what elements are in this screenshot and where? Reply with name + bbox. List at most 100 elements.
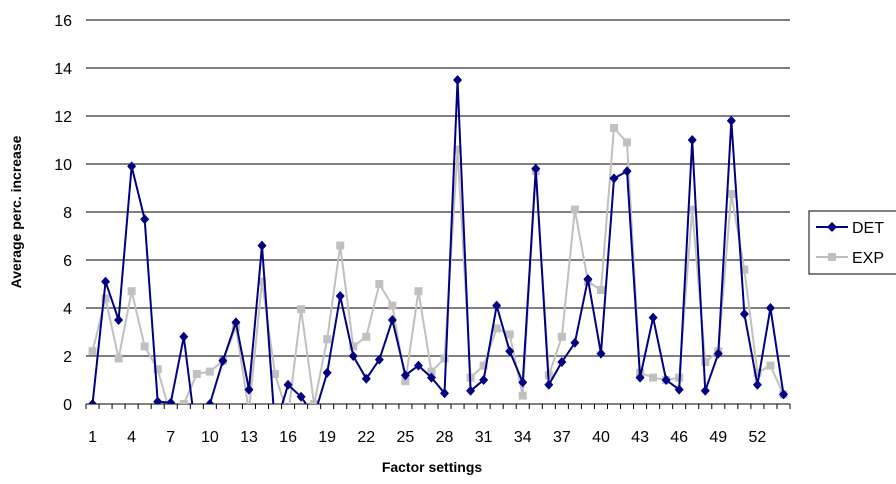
det-point	[518, 377, 528, 388]
exp-point	[310, 400, 319, 404]
det-point	[531, 163, 541, 174]
det-point	[322, 367, 332, 378]
det-point	[257, 240, 267, 251]
exp-point	[688, 205, 697, 214]
det-point	[505, 346, 515, 357]
gridlines	[86, 19, 790, 357]
det-point	[713, 348, 723, 359]
det-point	[765, 303, 775, 313]
x-tick-label: 52	[749, 429, 767, 446]
exp-point	[518, 391, 527, 400]
x-tick-label: 46	[670, 429, 688, 446]
det-point	[752, 379, 762, 390]
legend-exp-marker	[828, 253, 836, 261]
det-point	[661, 375, 671, 385]
exp-point	[649, 373, 658, 382]
det-point	[310, 411, 319, 421]
y-tick-label: 2	[63, 349, 72, 366]
det-point	[231, 317, 241, 328]
exp-point	[766, 361, 775, 370]
det-point	[283, 379, 293, 390]
det-point	[726, 115, 736, 126]
det-point	[440, 388, 450, 399]
det-point	[609, 173, 619, 184]
det-point	[348, 351, 358, 361]
det-point	[244, 384, 254, 395]
det-point	[114, 315, 124, 325]
exp-point	[701, 358, 710, 366]
exp-point	[453, 145, 462, 154]
det-point	[700, 385, 710, 396]
det-point	[192, 435, 201, 445]
det-point	[557, 357, 567, 367]
legend-box	[808, 210, 896, 275]
exp-point	[388, 301, 397, 310]
y-axis-ticks: 0 2 4 6 8 10 12 14 16	[54, 13, 72, 414]
exp-point	[570, 205, 579, 214]
x-tick-label: 49	[709, 429, 727, 446]
legend-item-exp: EXP	[816, 250, 884, 267]
exp-point	[727, 190, 736, 198]
y-tick-label: 8	[63, 205, 72, 222]
exp-point	[479, 361, 488, 370]
exp-point	[623, 138, 632, 147]
det-point	[674, 384, 684, 395]
x-tick-label: 37	[553, 429, 571, 446]
x-tick-label: 25	[397, 429, 415, 446]
exp-point	[557, 332, 566, 341]
det-point	[166, 397, 176, 404]
exp-point	[179, 400, 188, 404]
legend-det-marker	[827, 222, 837, 232]
exp-point	[88, 347, 97, 356]
det-point	[479, 375, 489, 385]
x-tick-label: 40	[592, 429, 610, 446]
series-exp	[88, 124, 788, 420]
legend: DET EXP	[808, 210, 896, 275]
legend-det-label: DET	[852, 220, 884, 237]
det-point	[596, 348, 606, 359]
det-point	[179, 331, 189, 342]
exp-point	[140, 342, 149, 351]
x-tick-label: 10	[201, 429, 219, 446]
y-tick-label: 16	[54, 13, 72, 30]
det-point	[361, 373, 371, 384]
exp-point	[153, 365, 162, 374]
exp-point	[740, 265, 749, 274]
det-point	[687, 135, 697, 145]
series-det	[88, 75, 788, 445]
y-tick-label: 12	[54, 109, 72, 126]
exp-point	[271, 370, 280, 378]
exp-point	[323, 335, 332, 344]
x-tick-label: 16	[279, 429, 297, 446]
x-tick-label: 7	[166, 429, 175, 446]
exp-point	[258, 277, 266, 286]
det-point	[296, 391, 306, 402]
x-tick-label: 31	[475, 429, 493, 446]
legend-item-det: DET	[816, 220, 884, 237]
exp-point	[167, 412, 175, 420]
exp-point	[753, 368, 762, 377]
det-point	[127, 161, 137, 172]
det-point	[453, 75, 463, 85]
det-point	[739, 309, 749, 319]
x-tick-label: 19	[318, 429, 336, 446]
exp-point	[245, 407, 253, 415]
exp-point	[336, 241, 345, 250]
series-layer	[88, 75, 788, 445]
det-point	[218, 355, 228, 366]
det-point	[544, 379, 554, 390]
det-point	[400, 370, 410, 381]
exp-point	[375, 280, 384, 288]
x-tick-label: 1	[88, 429, 97, 446]
det-point	[648, 312, 658, 323]
exp-point	[492, 324, 501, 333]
exp-point	[284, 412, 292, 420]
exp-point	[192, 370, 201, 378]
det-point	[492, 300, 502, 311]
legend-exp-label: EXP	[852, 250, 884, 267]
exp-point	[297, 305, 306, 314]
exp-point	[610, 124, 618, 132]
exp-point	[349, 342, 358, 351]
det-point	[466, 385, 476, 396]
